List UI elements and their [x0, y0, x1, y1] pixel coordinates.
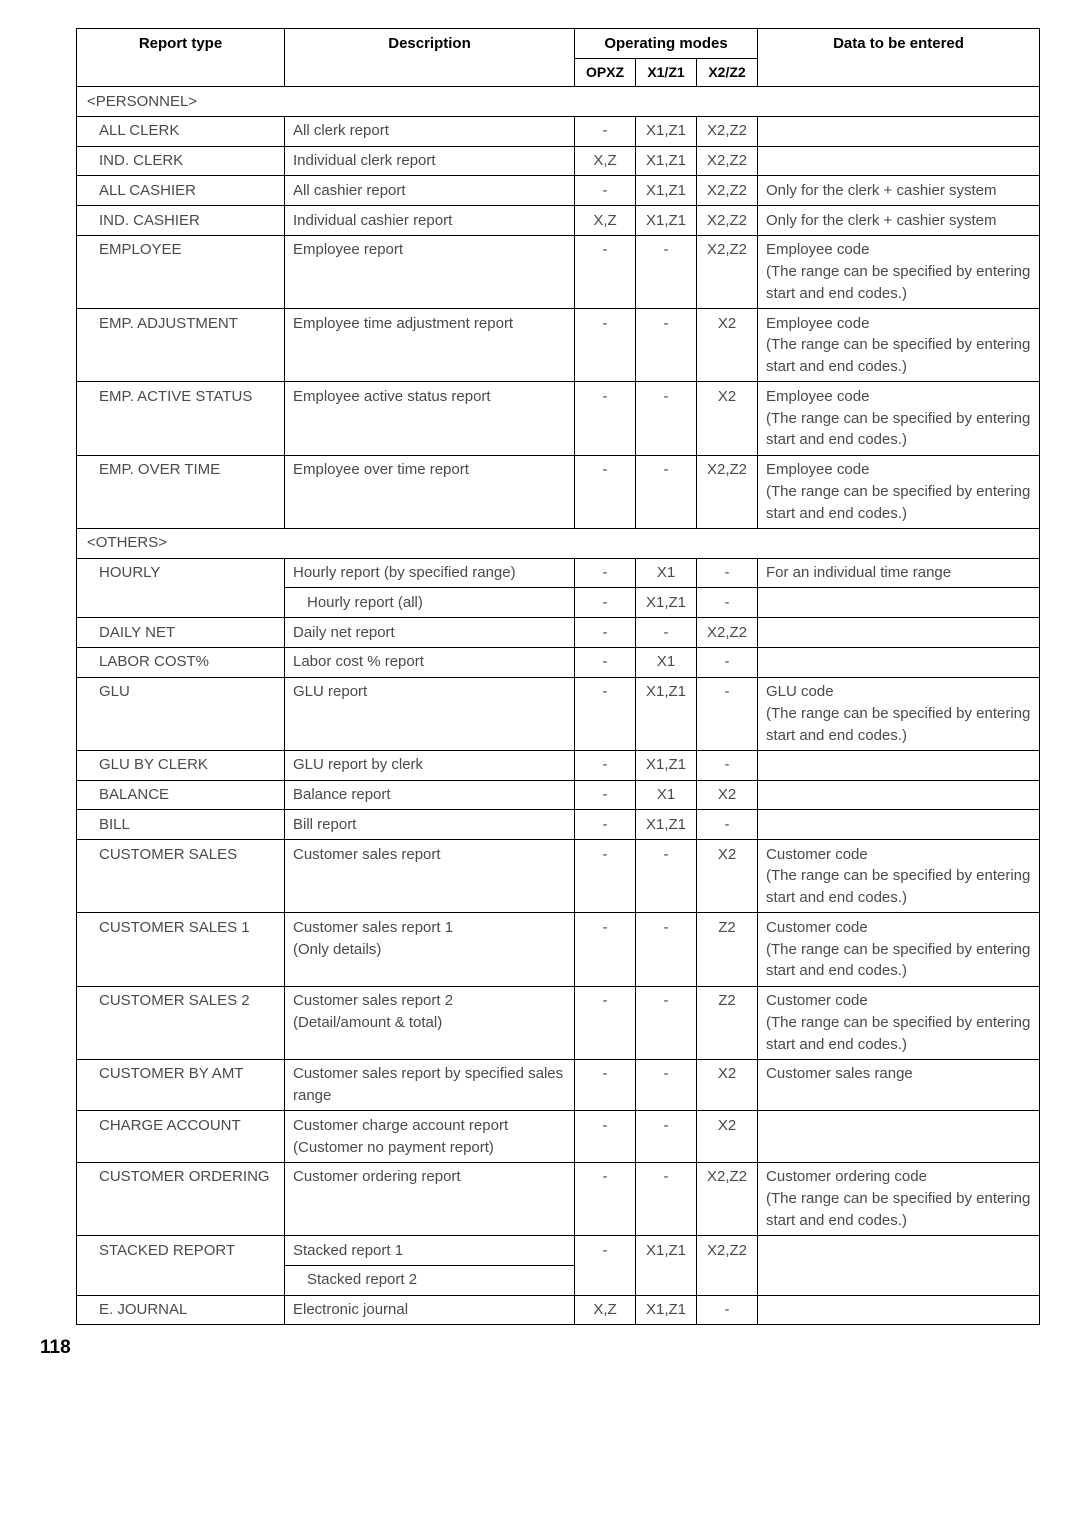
table-row: LABOR COST%Labor cost % report-X1- [77, 647, 1040, 677]
table-row: BILLBill report-X1,Z1- [77, 810, 1040, 840]
header-x2z2: X2/Z2 [697, 58, 758, 86]
table-row: IND. CASHIERIndividual cashier reportX,Z… [77, 206, 1040, 236]
table-body: <PERSONNEL>ALL CLERKAll clerk report-X1,… [77, 87, 1040, 1325]
table-row: EMP. ACTIVE STATUSEmployee active status… [77, 382, 1040, 455]
table-row: CHARGE ACCOUNTCustomer charge account re… [77, 1111, 1040, 1163]
table-row: CUSTOMER SALESCustomer sales report--X2C… [77, 840, 1040, 913]
section-header: <PERSONNEL> [77, 87, 1040, 117]
table-row: CUSTOMER BY AMTCustomer sales report by … [77, 1059, 1040, 1111]
table-row: HOURLYHourly report (by specified range)… [77, 558, 1040, 588]
table-row: BALANCEBalance report-X1X2 [77, 780, 1040, 810]
table-row: CUSTOMER SALES 2Customer sales report 2(… [77, 986, 1040, 1059]
header-operating-modes: Operating modes [575, 29, 758, 59]
table-header: Report type Description Operating modes … [77, 29, 1040, 87]
table-row: EMP. OVER TIMEEmployee over time report-… [77, 455, 1040, 528]
report-table: Report type Description Operating modes … [76, 28, 1040, 1325]
table-row: STACKED REPORTStacked report 1-X1,Z1X2,Z… [77, 1236, 1040, 1266]
header-opxz: OPXZ [575, 58, 636, 86]
table-row: CUSTOMER SALES 1Customer sales report 1(… [77, 913, 1040, 986]
table-row: EMP. ADJUSTMENTEmployee time adjustment … [77, 309, 1040, 382]
table-row: EMPLOYEEEmployee report--X2,Z2Employee c… [77, 235, 1040, 308]
table-row: IND. CLERKIndividual clerk reportX,ZX1,Z… [77, 146, 1040, 176]
table-row: CUSTOMER ORDERINGCustomer ordering repor… [77, 1162, 1040, 1235]
table-row: DAILY NETDaily net report--X2,Z2 [77, 618, 1040, 648]
header-data-entered: Data to be entered [758, 29, 1040, 87]
header-description: Description [285, 29, 575, 87]
table-row: E. JOURNALElectronic journalX,ZX1,Z1- [77, 1295, 1040, 1325]
section-header: <OTHERS> [77, 528, 1040, 558]
header-report-type: Report type [77, 29, 285, 87]
page-number: 118 [40, 1337, 1040, 1359]
table-row: ALL CASHIERAll cashier report-X1,Z1X2,Z2… [77, 176, 1040, 206]
table-row: ALL CLERKAll clerk report-X1,Z1X2,Z2 [77, 116, 1040, 146]
header-x1z1: X1/Z1 [636, 58, 697, 86]
table-row: GLU BY CLERKGLU report by clerk-X1,Z1- [77, 750, 1040, 780]
table-row: GLUGLU report-X1,Z1-GLU code(The range c… [77, 677, 1040, 750]
